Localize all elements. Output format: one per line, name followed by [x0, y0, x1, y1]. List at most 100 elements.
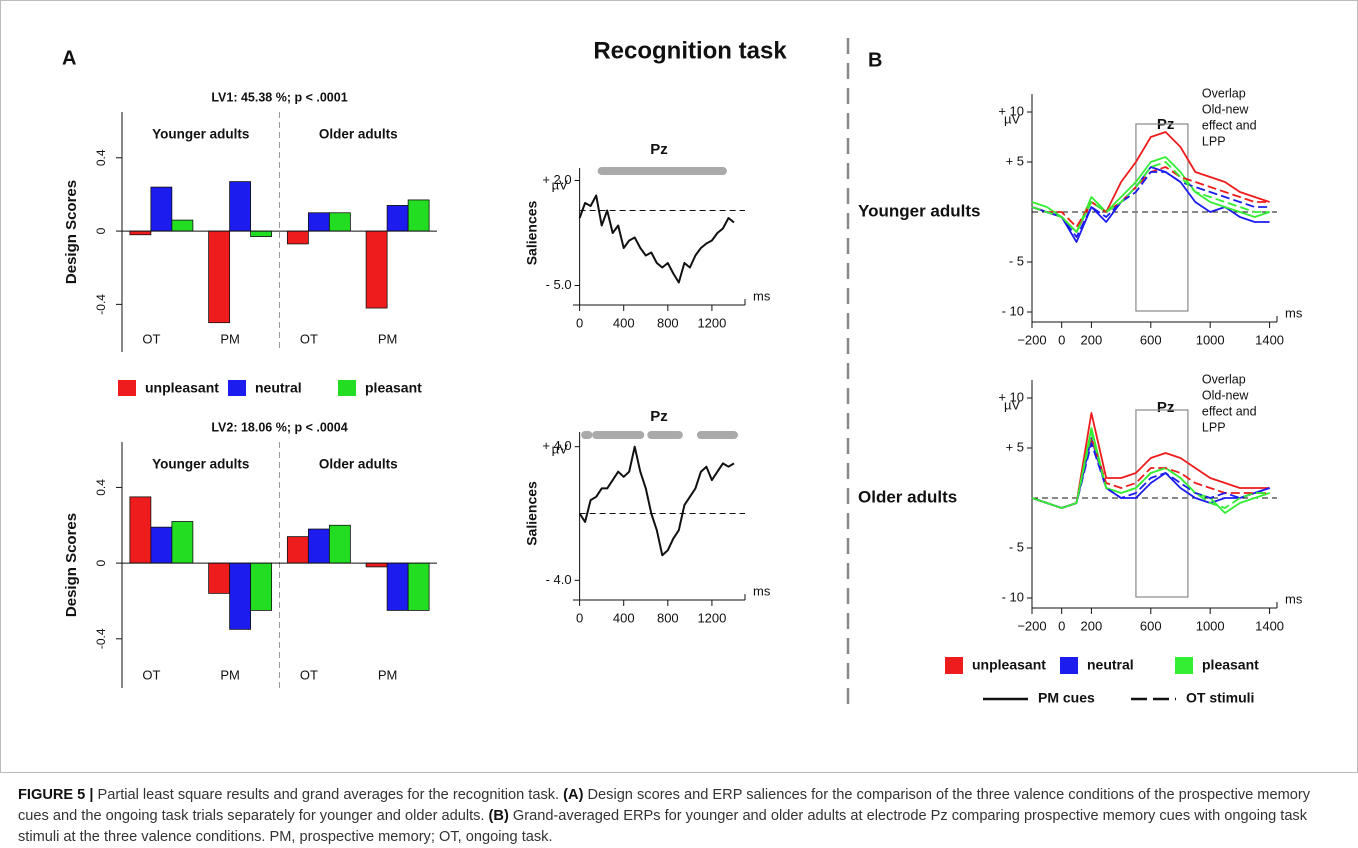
legend-swatch — [1175, 657, 1193, 674]
x-tick-label: PM — [220, 331, 240, 346]
x-tick-label: 0 — [1058, 618, 1065, 633]
x-tick-label: OT — [142, 667, 160, 682]
legend-label: neutral — [1087, 657, 1134, 673]
x-tick-label: 400 — [613, 610, 635, 625]
bar — [129, 496, 152, 564]
legend-label: pleasant — [365, 380, 422, 396]
y-tick-label: - 10 — [1002, 589, 1024, 604]
annotation: LPP — [1202, 134, 1226, 148]
panel-label: A — [62, 47, 76, 69]
x-tick-label: 200 — [1081, 332, 1103, 347]
data-line — [1031, 131, 1270, 233]
legend-swatch — [945, 657, 963, 674]
bar — [386, 562, 409, 611]
legend-swatch — [228, 380, 246, 396]
data-line — [1031, 171, 1270, 238]
bar — [365, 230, 388, 309]
data-line — [578, 445, 735, 557]
x-tick-label: 800 — [657, 610, 679, 625]
y-tick-label: -0.4 — [94, 628, 108, 649]
annotation: Old-new — [1202, 102, 1250, 116]
y-tick-label: + 5 — [1006, 153, 1024, 168]
y-axis-label: Design Scores — [63, 513, 80, 617]
caption-text: Design scores and ERP saliences for the … — [18, 787, 1310, 824]
x-tick-label: 0 — [576, 315, 583, 330]
x-tick-label: 0 — [576, 610, 583, 625]
chart-title: LV1: 45.38 %; p < .0001 — [211, 90, 347, 104]
x-axis-label: ms — [753, 583, 771, 598]
y-tick-label: -0.4 — [94, 294, 108, 315]
x-tick-label: 1400 — [1255, 332, 1284, 347]
annotation: LPP — [1202, 420, 1226, 434]
x-tick-label: 800 — [657, 315, 679, 330]
bar — [208, 230, 231, 324]
caption-label: (B) — [488, 808, 509, 824]
caption: FIGURE 5 | Partial least square results … — [18, 785, 1343, 848]
y-tick-label: 0 — [94, 227, 108, 234]
annotation: Overlap — [1202, 372, 1246, 386]
x-tick-label: 400 — [613, 315, 635, 330]
x-tick-label: −200 — [1017, 332, 1046, 347]
row-label: Older adults — [858, 487, 957, 506]
x-tick-label: 200 — [1081, 618, 1103, 633]
bar — [250, 230, 273, 237]
y-tick-label: - 10 — [1002, 303, 1024, 318]
chart-title: LV2: 18.06 %; p < .0004 — [211, 420, 347, 434]
chart-title: Pz — [650, 141, 668, 158]
y-tick-label: + 10 — [998, 389, 1024, 404]
y-tick-label: - 5 — [1009, 253, 1024, 268]
bar — [229, 562, 252, 630]
x-tick-label: 1400 — [1255, 618, 1284, 633]
x-axis-label: ms — [1285, 591, 1303, 606]
effect-window — [1135, 409, 1189, 598]
bar — [407, 562, 430, 611]
x-tick-label: 600 — [1140, 618, 1162, 633]
y-tick-label: + 5 — [1006, 439, 1024, 454]
x-tick-label: 600 — [1140, 332, 1162, 347]
group-label: Older adults — [319, 457, 398, 472]
x-tick-label: OT — [142, 331, 160, 346]
x-tick-label: 1200 — [697, 315, 726, 330]
data-line — [578, 194, 735, 284]
legend-swatch — [338, 380, 356, 396]
x-tick-label: 1000 — [1196, 618, 1225, 633]
x-axis-label: ms — [753, 288, 771, 303]
bar — [286, 230, 309, 245]
legend-label: pleasant — [1202, 657, 1259, 673]
legend-swatch — [1060, 657, 1078, 674]
x-tick-label: −200 — [1017, 618, 1046, 633]
effect-window — [1135, 123, 1189, 312]
bar — [286, 536, 309, 564]
x-tick-label: OT — [300, 331, 318, 346]
data-line — [1031, 427, 1270, 514]
bar — [150, 186, 173, 232]
bar — [250, 562, 273, 611]
caption-label: (A) — [563, 787, 584, 803]
x-tick-label: PM — [378, 331, 398, 346]
legend-label: unpleasant — [972, 657, 1046, 673]
legend-label: PM cues — [1038, 690, 1095, 706]
bar — [307, 212, 330, 232]
y-tick-label: - 5.0 — [546, 277, 572, 292]
group-label: Older adults — [319, 127, 398, 142]
y-tick-label: + 2.0 — [542, 172, 571, 187]
annotation: Old-new — [1202, 388, 1250, 402]
bar — [307, 528, 330, 564]
y-tick-label: + 4.0 — [542, 438, 571, 453]
figure-title: Recognition task — [593, 37, 787, 64]
y-tick-label: 0.4 — [94, 149, 108, 166]
y-tick-label: - 5 — [1009, 539, 1024, 554]
bar — [328, 212, 351, 232]
group-label: Younger adults — [152, 127, 249, 142]
chart-title: Pz — [1157, 399, 1175, 416]
y-tick-label: 0.4 — [94, 479, 108, 496]
chart-title: Pz — [650, 408, 668, 425]
unit-label: µV — [552, 441, 568, 456]
y-axis-label: Saliences — [524, 200, 540, 265]
data-line — [1031, 161, 1270, 233]
bar — [407, 199, 430, 232]
caption-label: FIGURE 5 | — [18, 787, 94, 803]
data-line — [1031, 166, 1270, 228]
figure: A B Recognition task LV1: 45.38 %; p < .… — [0, 0, 1358, 773]
bar — [208, 562, 231, 594]
